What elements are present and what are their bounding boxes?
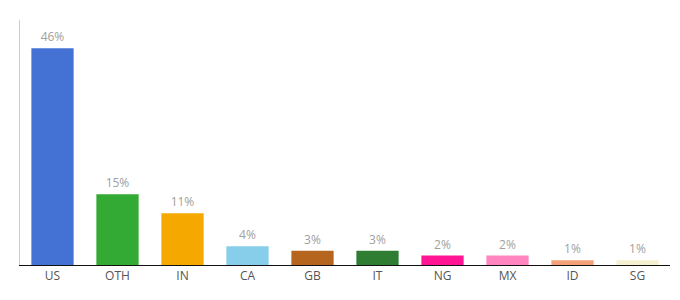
svg-text:IT: IT [373,267,383,284]
svg-text:2%: 2% [499,236,516,253]
svg-text:GB: GB [304,267,321,284]
svg-text:OTH: OTH [105,267,130,284]
svg-text:1%: 1% [564,240,581,257]
svg-text:3%: 3% [304,231,321,248]
svg-text:2%: 2% [434,236,451,253]
svg-text:3%: 3% [369,231,386,248]
svg-text:CA: CA [240,267,256,284]
svg-text:11%: 11% [171,193,195,210]
svg-text:1%: 1% [629,240,646,257]
svg-text:MX: MX [499,267,517,284]
svg-text:ID: ID [566,267,578,284]
svg-text:15%: 15% [106,174,130,191]
svg-text:NG: NG [434,267,452,284]
svg-text:US: US [45,267,60,284]
svg-text:4%: 4% [239,226,256,243]
svg-text:46%: 46% [41,28,65,45]
svg-text:SG: SG [630,267,645,284]
svg-text:IN: IN [176,267,188,284]
